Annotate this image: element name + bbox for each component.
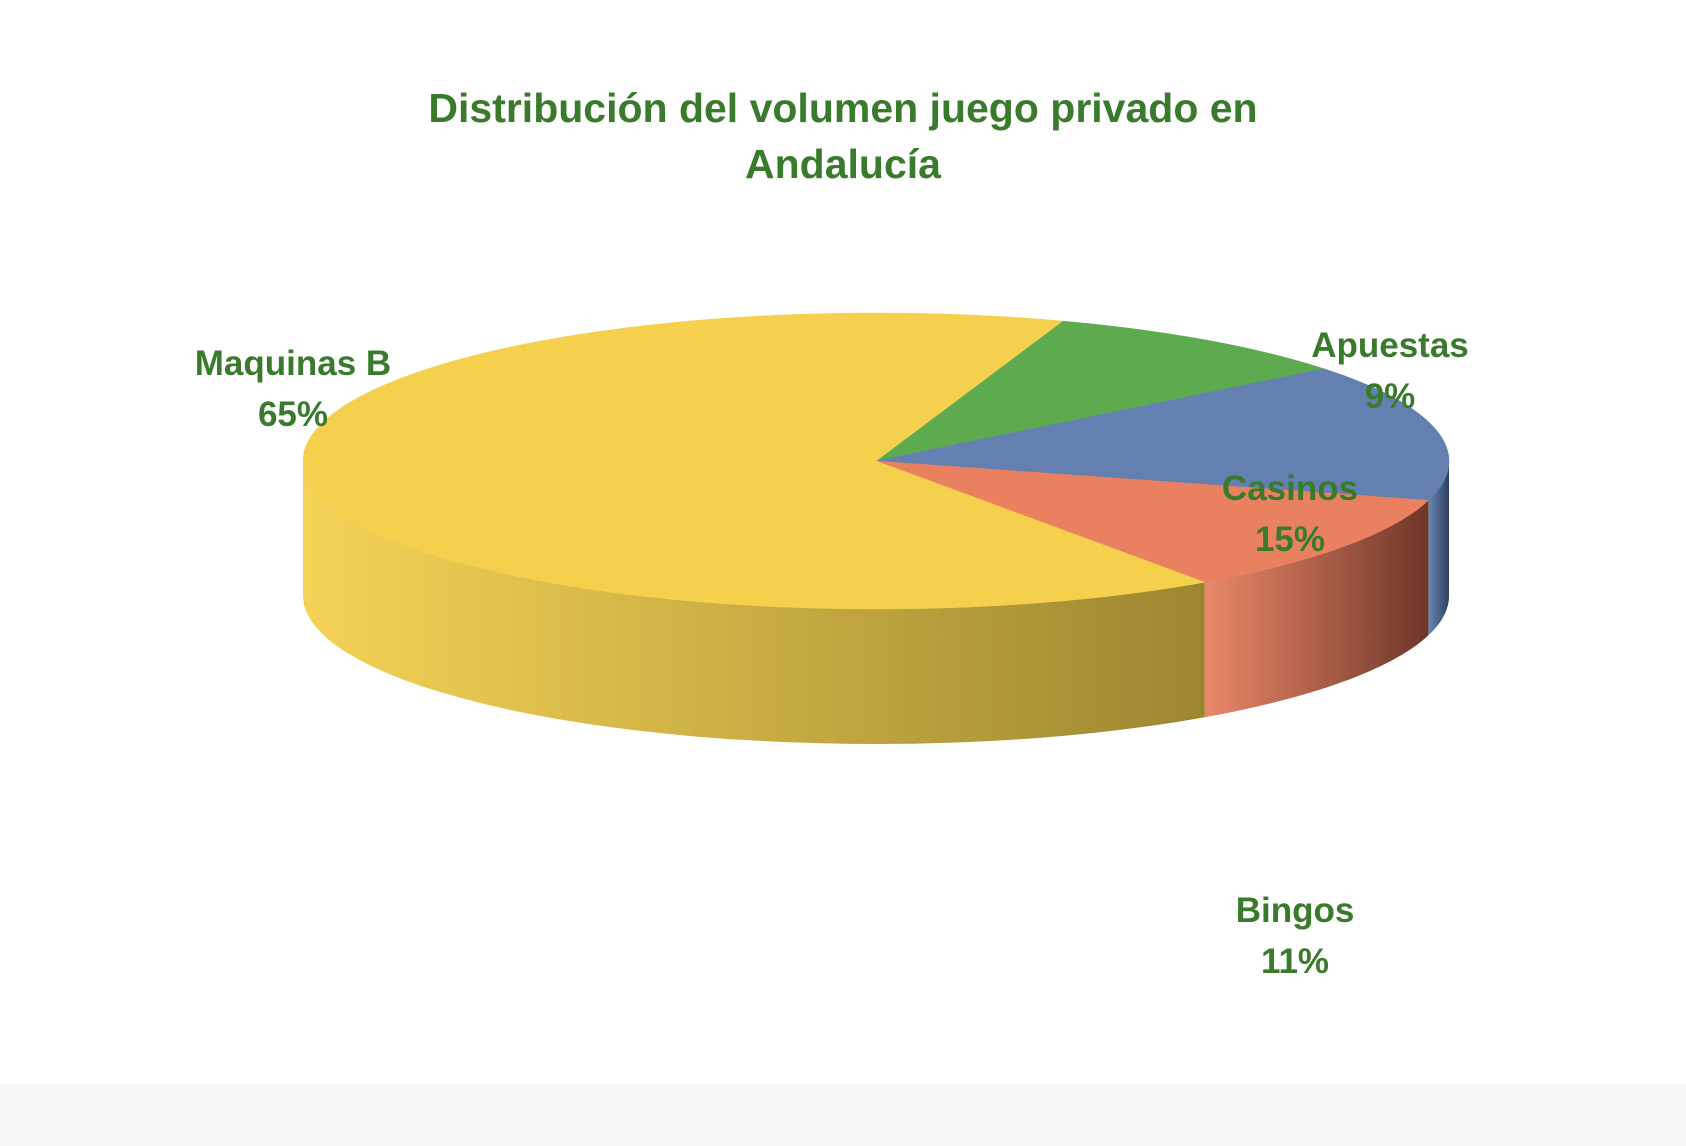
slice-label-casinos: Casinos <box>1222 469 1358 508</box>
pie-slice-bingos <box>875 460 1430 583</box>
pie-side-maquinas-b <box>303 461 1205 744</box>
slice-value-bingos: 11% <box>1261 942 1329 981</box>
bottom-band <box>0 1084 1686 1146</box>
slice-label-maquinas-b: Maquinas B <box>195 344 391 383</box>
pie-slice-apuestas <box>875 320 1325 462</box>
slice-value-apuestas: 9% <box>1365 377 1416 416</box>
chart-title-line-2: Andalucía <box>745 141 941 187</box>
pie-side-bingos <box>1204 500 1429 718</box>
slice-value-maquinas-b: 65% <box>258 395 328 434</box>
slice-value-casinos: 15% <box>1255 520 1325 559</box>
chart-title-line-1: Distribución del volumen juego privado e… <box>428 85 1258 131</box>
pie-side-casinos <box>1428 461 1449 636</box>
chart-title: Distribución del volumen juego privado e… <box>0 80 1686 192</box>
slice-label-apuestas: Apuestas <box>1311 326 1469 365</box>
slice-label-bingos: Bingos <box>1236 891 1355 930</box>
pie-slice-casinos <box>875 368 1450 501</box>
pie-slice-maquinas-b <box>302 312 1206 610</box>
